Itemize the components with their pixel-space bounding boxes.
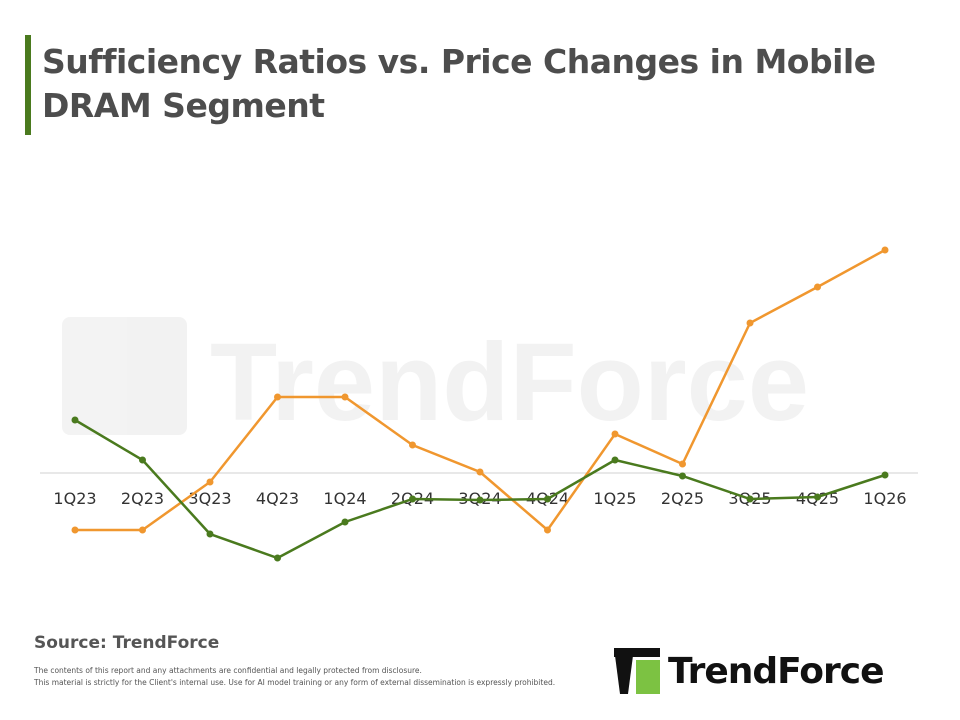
data-point [139,456,146,464]
data-point [544,495,551,503]
x-tick-label: 3Q23 [188,489,231,508]
logo-text: TrendForce [668,650,885,692]
data-point [814,283,821,291]
x-tick-label: 2Q25 [661,489,704,508]
data-point [409,495,416,503]
data-point [206,530,214,538]
data-point [679,472,686,480]
data-point [274,554,281,562]
data-point [544,526,551,534]
disclaimer-line-2: This material is strictly for the Client… [34,678,556,687]
data-point [611,456,619,464]
data-point [881,471,889,479]
data-point [139,526,146,534]
x-tick-label: 1Q24 [323,489,366,508]
data-point [746,495,754,503]
x-tick-label: 1Q25 [593,489,636,508]
x-tick-label: 1Q26 [863,489,906,508]
trendforce-logo: TrendForce [612,648,885,694]
data-point [679,460,686,468]
x-tick-label: 2Q23 [121,489,164,508]
data-point [274,393,281,401]
data-point [341,518,349,526]
data-point [814,493,821,501]
source-label: Source: TrendForce [34,633,220,653]
data-point [206,478,214,486]
logo-mark-icon [614,648,660,694]
x-tick-label: 4Q23 [256,489,299,508]
watermark: TrendForce [62,317,809,444]
svg-text:TrendForce: TrendForce [210,321,809,444]
data-point [341,393,349,401]
data-point [409,441,416,449]
data-point [476,468,484,476]
data-point [611,430,619,438]
data-point [746,319,754,327]
title-accent-bar [25,35,31,135]
data-point [71,416,79,424]
disclaimer-line-1: The contents of this report and any atta… [34,666,422,675]
page-title: Sufficiency Ratios vs. Price Changes in … [42,42,876,125]
data-point [881,246,889,254]
data-point [71,526,79,534]
data-point [476,496,484,504]
x-tick-label: 1Q23 [53,489,96,508]
